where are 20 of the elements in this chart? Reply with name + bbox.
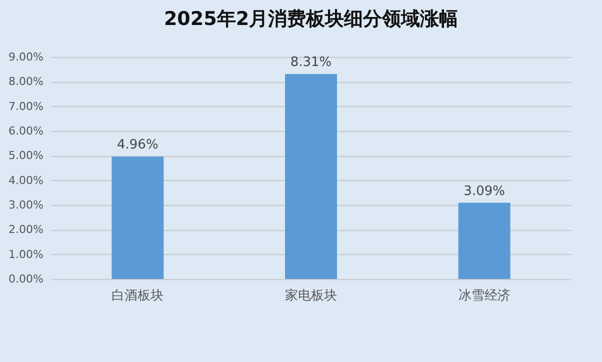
data-label: 4.96% <box>117 138 158 153</box>
x-tick-label: 白酒板块 <box>112 288 164 304</box>
y-tick-label: 6.00% <box>8 124 44 138</box>
y-tick-label: 5.00% <box>8 149 44 162</box>
bar <box>285 74 337 279</box>
y-tick-label: 0.00% <box>8 272 44 286</box>
data-label: 3.09% <box>464 184 505 199</box>
data-label: 8.31% <box>290 55 332 70</box>
y-tick-label: 2.00% <box>8 223 44 236</box>
y-tick-label: 1.00% <box>8 248 44 261</box>
x-tick-label: 冰雪经济 <box>458 288 510 304</box>
x-tick-label: 家电板块 <box>285 288 337 304</box>
y-tick-label: 9.00% <box>8 50 44 64</box>
bar <box>458 202 510 279</box>
bar <box>112 156 164 279</box>
chart-title: 2025年2月消费板块细分领域涨幅 <box>164 8 458 30</box>
y-tick-label: 7.00% <box>8 100 44 113</box>
y-tick-label: 4.00% <box>8 174 44 187</box>
y-tick-label: 8.00% <box>8 75 44 88</box>
y-tick-label: 3.00% <box>8 198 44 212</box>
